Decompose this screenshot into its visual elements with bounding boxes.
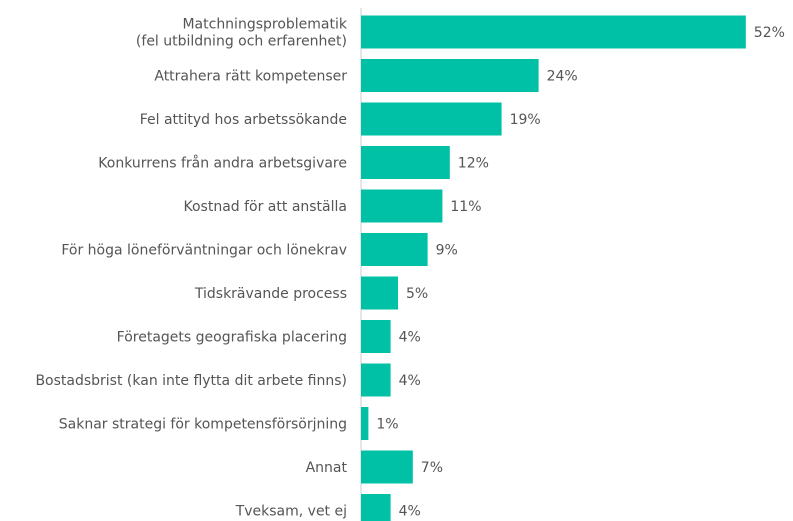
category-label: Tveksam, vet ej: [235, 504, 347, 520]
value-label: 7%: [421, 460, 443, 476]
bar: [361, 494, 391, 521]
value-label: 4%: [399, 330, 421, 346]
value-label: 5%: [406, 286, 428, 302]
category-label: För höga löneförväntningar och lönekrav: [61, 243, 347, 259]
value-label: 11%: [450, 199, 481, 215]
bar: [361, 450, 413, 484]
bar: [361, 363, 391, 397]
bar: [361, 276, 398, 310]
bar: [361, 233, 428, 266]
value-label: 4%: [399, 373, 421, 389]
category-label: Företagets geografiska placering: [117, 330, 347, 346]
value-label: 19%: [510, 112, 541, 128]
value-label: 1%: [376, 417, 398, 433]
category-label: Konkurrens från andra arbetsgivare: [98, 155, 347, 172]
value-label: 12%: [458, 156, 489, 172]
bar: [361, 15, 746, 49]
bar: [361, 102, 502, 136]
category-label: Kostnad för att anställa: [183, 199, 347, 215]
bar: [361, 320, 391, 353]
category-label: Annat: [306, 460, 348, 476]
category-label: Attrahera rätt kompetenser: [154, 69, 347, 85]
bar: [361, 189, 443, 223]
category-label: Fel attityd hos arbetssökande: [140, 112, 347, 128]
value-label: 52%: [754, 25, 785, 41]
value-label: 4%: [399, 504, 421, 520]
category-label: Bostadsbrist (kan inte flytta dit arbete…: [35, 373, 347, 389]
bar: [361, 407, 369, 440]
bar: [361, 146, 450, 179]
bar: [361, 59, 539, 92]
category-label: Matchningsproblematik (fel utbildning och…: [136, 17, 348, 50]
category-label: Tidskrävande process: [194, 286, 347, 302]
value-label: 9%: [436, 243, 458, 259]
value-label: 24%: [547, 69, 578, 85]
category-label: Saknar strategi för kompetensförsörjning: [59, 417, 347, 433]
